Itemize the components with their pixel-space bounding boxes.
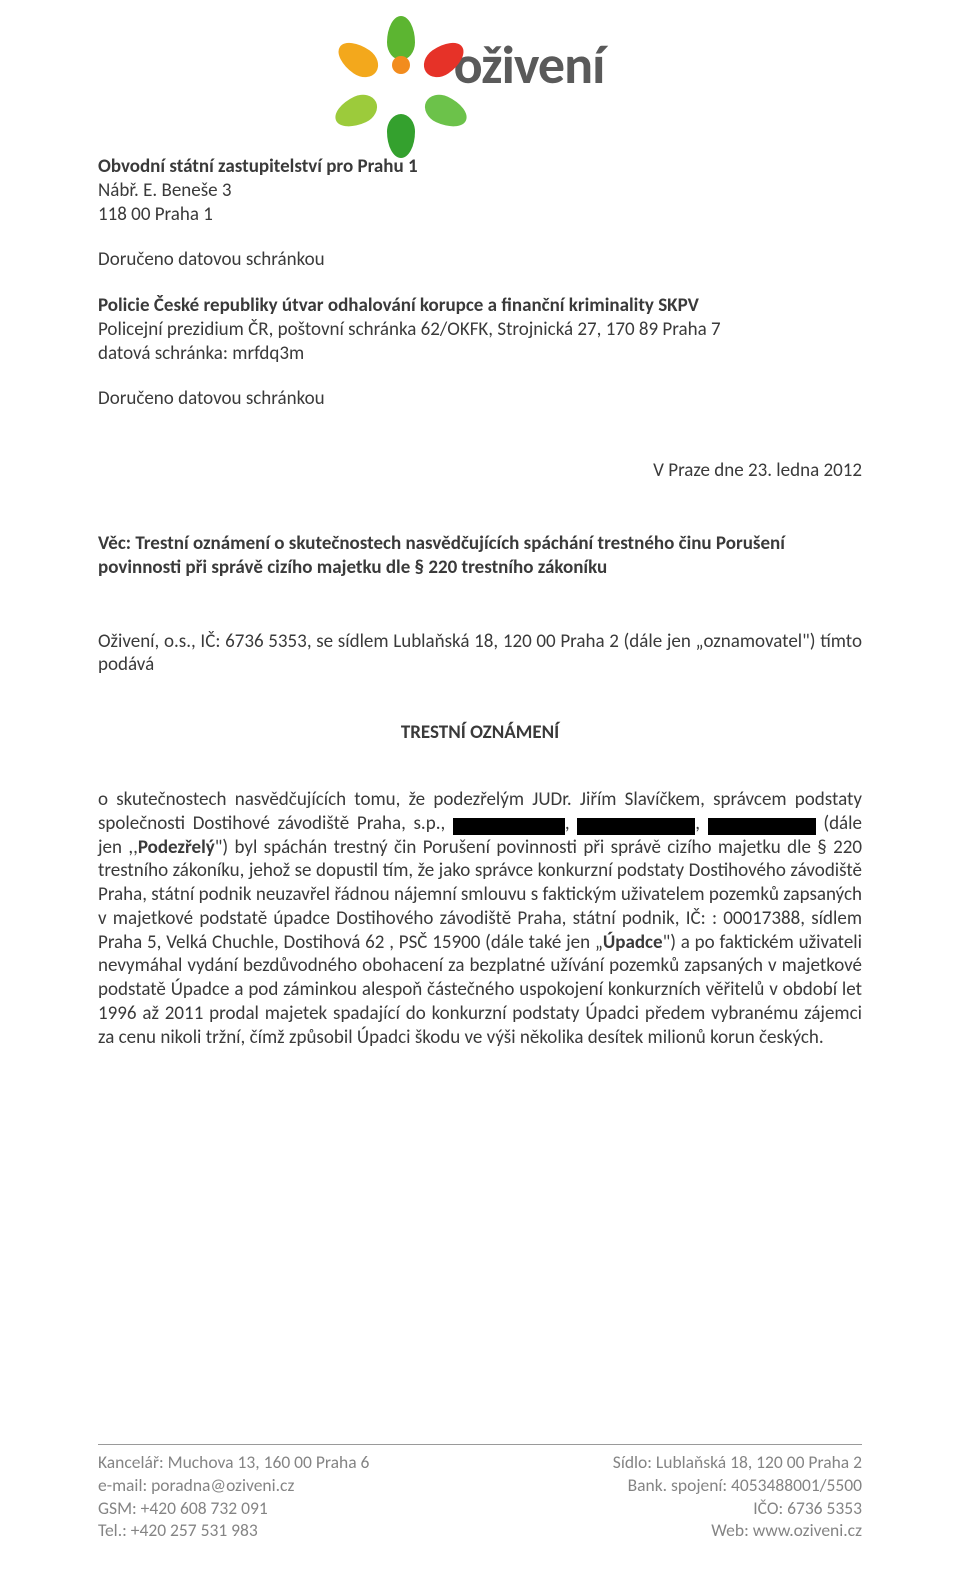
addr1-line1: Obvodní státní zastupitelství pro Prahu …: [98, 155, 862, 179]
term-upadce: Úpadce: [603, 931, 663, 954]
addr1-line2: Nábř. E. Beneše 3: [98, 179, 862, 203]
footer-seat: Sídlo: Lublaňská 18, 120 00 Praha 2: [613, 1451, 862, 1474]
document-date: V Praze dne 23. ledna 2012: [98, 459, 862, 482]
subject: Věc: Trestní oznámení o skutečnostech na…: [98, 532, 862, 580]
addr1-line3: 118 00 Praha 1: [98, 203, 862, 227]
footer-web: Web: www.oziveni.cz: [613, 1519, 862, 1542]
footer-right: Sídlo: Lublaňská 18, 120 00 Praha 2 Bank…: [613, 1451, 862, 1542]
filer-paragraph: Oživení, o.s., IČ: 6736 5353, se sídlem …: [98, 630, 862, 678]
term-podezrely: Podezřelý: [138, 836, 215, 859]
addr2-line2: Policejní prezidium ČR, poštovní schránk…: [98, 318, 862, 342]
addr2-line3: datová schránka: mrfdq3m: [98, 342, 862, 366]
logo-flower-icon: [356, 20, 446, 110]
footer-ico: IČO: 6736 5353: [613, 1497, 862, 1520]
footer-left: Kancelář: Muchova 13, 160 00 Praha 6 e-m…: [98, 1451, 369, 1542]
recipient-address-1: Obvodní státní zastupitelství pro Prahu …: [98, 155, 862, 226]
footer-bank: Bank. spojení: 4053488001/5500: [613, 1474, 862, 1497]
footer-gsm: GSM: +420 608 732 091: [98, 1497, 369, 1520]
body-paragraph: o skutečnostech nasvědčujících tomu, že …: [98, 788, 862, 1049]
logo: oživení: [98, 20, 862, 115]
recipient-address-2: Policie České republiky útvar odhalování…: [98, 294, 862, 365]
document-title: TRESTNÍ OZNÁMENÍ: [98, 721, 862, 744]
footer-tel: Tel.: +420 257 531 983: [98, 1519, 369, 1542]
logo-wordmark: oživení: [454, 32, 605, 98]
delivery-note-1: Doručeno datovou schránkou: [98, 248, 862, 272]
redaction-3: [708, 818, 816, 835]
footer-office: Kancelář: Muchova 13, 160 00 Praha 6: [98, 1451, 369, 1474]
footer-email: e-mail: poradna@oziveni.cz: [98, 1474, 369, 1497]
redaction-2: [577, 818, 695, 835]
page-footer: Kancelář: Muchova 13, 160 00 Praha 6 e-m…: [98, 1444, 862, 1542]
redaction-1: [453, 818, 565, 835]
addr2-line1: Policie České republiky útvar odhalování…: [98, 294, 862, 318]
delivery-note-2: Doručeno datovou schránkou: [98, 387, 862, 411]
